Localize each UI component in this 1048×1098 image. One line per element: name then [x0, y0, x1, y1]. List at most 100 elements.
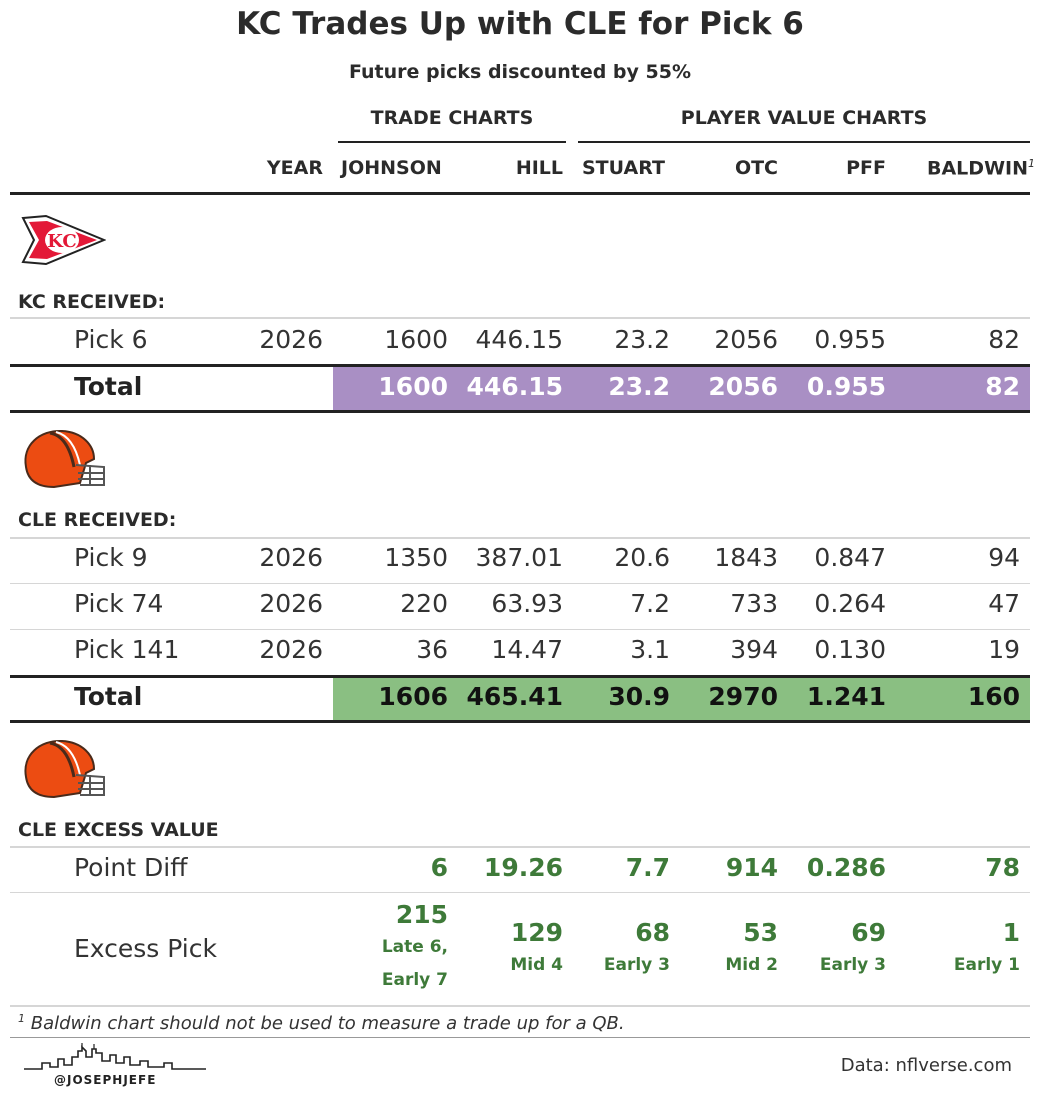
point-diff-label: Point Diff — [74, 853, 188, 882]
stuart-cell: 7.2 — [630, 589, 670, 618]
excess-pick-number: 129 — [510, 918, 563, 947]
stuart-cell: 23.2 — [614, 325, 670, 354]
johnson-cell: 220 — [400, 589, 448, 618]
col-header-hill: HILL — [515, 157, 563, 179]
excess-pick-number: 53 — [743, 918, 778, 947]
otc-cell: 394 — [730, 635, 778, 664]
table-row: Pick 9 2026 1350 387.01 20.6 1843 0.847 … — [0, 543, 1048, 579]
johnson-total: 1600 — [378, 372, 448, 401]
col-header-pff: PFF — [846, 157, 886, 179]
stuart-total: 30.9 — [608, 682, 670, 711]
year-cell: 2026 — [259, 325, 323, 354]
johnson-cell: 36 — [416, 635, 448, 664]
excess-pick-round: Early 7 — [381, 970, 448, 990]
excess-pick-round: Early 3 — [819, 955, 886, 975]
cle-section-rule — [10, 537, 1030, 539]
excess-pick-label: Excess Pick — [74, 934, 217, 963]
col-header-baldwin: BALDWIN1 — [927, 157, 1035, 180]
chart-title: KC Trades Up with CLE for Pick 6 — [236, 6, 804, 42]
total-label: Total — [74, 682, 143, 711]
hill-diff: 19.26 — [483, 853, 563, 882]
year-cell: 2026 — [259, 635, 323, 664]
stuart-excess: 68 Early 3 — [580, 918, 670, 982]
hill-total: 465.41 — [466, 682, 563, 711]
baldwin-diff: 78 — [985, 853, 1020, 882]
group-player-value-rule — [578, 141, 1030, 143]
excess-pick-number: 69 — [851, 918, 886, 947]
kc-total-highlight — [333, 367, 1030, 410]
excess-section-rule — [10, 846, 1030, 848]
johnson-diff: 6 — [430, 853, 448, 882]
excess-section-header: CLE EXCESS VALUE — [18, 819, 219, 841]
chart-subtitle: Future picks discounted by 55% — [348, 61, 692, 83]
excess-pick-row: Excess Pick 215 Late 6, Early 7 129 Mid … — [0, 898, 1048, 1002]
baldwin-excess: 1 Early 1 — [900, 918, 1020, 982]
excess-pick-round: Mid 2 — [725, 955, 778, 975]
stuart-cell: 3.1 — [630, 635, 670, 664]
excess-pick-number: 215 — [395, 900, 448, 929]
hill-total: 446.15 — [466, 372, 563, 401]
row-divider — [10, 892, 1030, 893]
pff-cell: 0.130 — [814, 635, 886, 664]
johnson-total: 1606 — [378, 682, 448, 711]
pff-diff: 0.286 — [806, 853, 886, 882]
table-row: Pick 74 2026 220 63.93 7.2 733 0.264 47 — [0, 589, 1048, 625]
pick-label: Pick 74 — [74, 589, 164, 618]
cle-total-row: Total 1606 465.41 30.9 2970 1.241 160 — [0, 682, 1048, 718]
cle-total-top-rule — [10, 675, 1030, 678]
kc-total-row: Total 1600 446.15 23.2 2056 0.955 82 — [0, 372, 1048, 408]
pick-label: Pick 6 — [74, 325, 148, 354]
hill-cell: 446.15 — [475, 325, 563, 354]
footnote-rule — [10, 1005, 1030, 1007]
baldwin-cell: 94 — [988, 543, 1020, 572]
group-player-value-charts: PLAYER VALUE CHARTS — [680, 107, 928, 129]
footer-rule — [10, 1037, 1030, 1038]
pick-label: Pick 141 — [74, 635, 180, 664]
col-header-year: YEAR — [266, 157, 323, 179]
stuart-cell: 20.6 — [614, 543, 670, 572]
otc-total: 2970 — [708, 682, 778, 711]
baldwin-cell: 47 — [988, 589, 1020, 618]
hill-cell: 14.47 — [491, 635, 563, 664]
kc-section-header: KC RECEIVED: — [18, 291, 166, 313]
table-row: Pick 141 2026 36 14.47 3.1 394 0.130 19 — [0, 635, 1048, 671]
pff-total: 0.955 — [806, 372, 886, 401]
row-divider — [10, 629, 1030, 630]
kc-arrowhead-logo: KC — [21, 214, 106, 266]
group-trade-charts-rule — [338, 141, 566, 143]
otc-diff: 914 — [725, 853, 778, 882]
total-label: Total — [74, 372, 143, 401]
baldwin-total: 160 — [967, 682, 1020, 711]
col-header-stuart: STUART — [582, 157, 665, 179]
credit-handle: @JOSEPHJEFE — [54, 1073, 157, 1087]
hill-cell: 387.01 — [475, 543, 563, 572]
cle-section-header: CLE RECEIVED: — [18, 509, 177, 531]
johnson-cell: 1600 — [384, 325, 448, 354]
pff-cell: 0.955 — [814, 325, 886, 354]
kc-total-bottom-rule — [10, 410, 1030, 413]
cle-total-highlight — [333, 678, 1030, 720]
col-header-otc: OTC — [734, 157, 778, 179]
excess-pick-round: Early 3 — [603, 955, 670, 975]
stuart-total: 23.2 — [608, 372, 670, 401]
pff-excess: 69 Early 3 — [790, 918, 886, 982]
johnson-cell: 1350 — [384, 543, 448, 572]
browns-helmet-logo — [24, 429, 105, 489]
pick-label: Pick 9 — [74, 543, 148, 572]
year-cell: 2026 — [259, 543, 323, 572]
baldwin-total: 82 — [985, 372, 1020, 401]
otc-excess: 53 Mid 2 — [690, 918, 778, 982]
group-trade-charts: TRADE CHARTS — [370, 107, 534, 129]
excess-pick-number: 1 — [1002, 918, 1020, 947]
point-diff-row: Point Diff 6 19.26 7.7 914 0.286 78 — [0, 853, 1048, 889]
otc-cell: 1843 — [714, 543, 778, 572]
row-divider — [10, 583, 1030, 584]
hill-cell: 63.93 — [491, 589, 563, 618]
footnote: 1 Baldwin chart should not be used to me… — [18, 1012, 625, 1034]
pff-cell: 0.847 — [814, 543, 886, 572]
pff-cell: 0.264 — [814, 589, 886, 618]
johnson-excess: 215 Late 6, Early 7 — [330, 900, 448, 997]
otc-total: 2056 — [708, 372, 778, 401]
pff-total: 1.241 — [806, 682, 886, 711]
data-source: Data: nflverse.com — [840, 1055, 1012, 1076]
